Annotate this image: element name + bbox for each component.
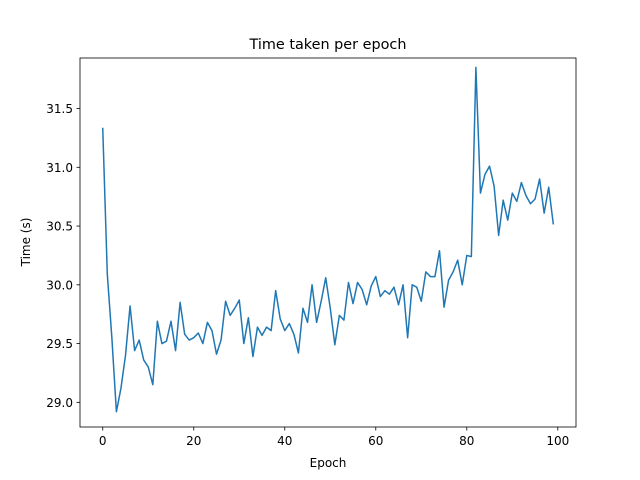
y-tick-label: 31.5 (46, 102, 73, 116)
x-tick-label: 0 (99, 434, 107, 448)
y-tick-label: 29.5 (46, 337, 73, 351)
y-tick-label: 30.0 (46, 278, 73, 292)
x-axis-ticks: 0 20 40 60 80 100 (99, 427, 569, 448)
axes-frame (79, 57, 577, 428)
chart-title: Time taken per epoch (249, 37, 407, 53)
series-line (101, 66, 555, 413)
x-tick-label: 20 (186, 434, 201, 448)
x-axis-label: Epoch (310, 456, 347, 470)
x-tick-label: 60 (368, 434, 383, 448)
y-tick-label: 29.0 (46, 396, 73, 410)
x-tick-label: 40 (277, 434, 292, 448)
x-tick-label: 100 (546, 434, 569, 448)
y-axis-label: Time (s) (19, 218, 33, 268)
y-tick-label: 30.5 (46, 220, 73, 234)
y-axis-ticks: 29.0 29.5 30.0 30.5 31.0 31.5 (46, 102, 80, 410)
plot-area (101, 66, 555, 413)
x-tick-label: 80 (459, 434, 474, 448)
y-tick-label: 31.0 (46, 161, 73, 175)
